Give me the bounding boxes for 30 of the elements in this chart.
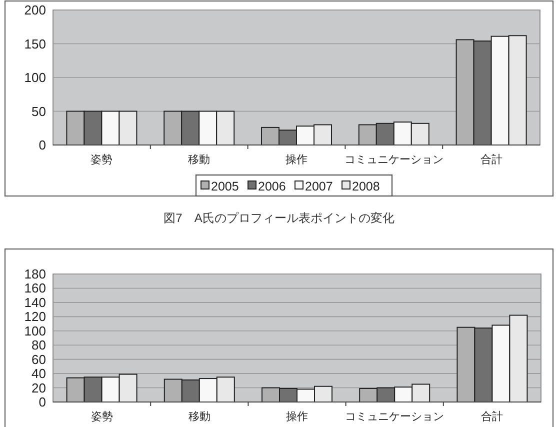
x-tick-label: 合計: [480, 153, 502, 166]
caption: 図7 A氏のプロフィール表ポイントの変化: [164, 211, 394, 225]
x-tick-label: 姿勢: [90, 410, 113, 423]
y-tick-label: 0: [38, 138, 46, 152]
y-tick-label: 180: [24, 266, 46, 282]
x-tick-label: 移動: [188, 154, 210, 166]
x-tick-label: 操作: [286, 154, 308, 166]
y-tick-label: 100: [24, 70, 46, 85]
y-tick-label: 60: [32, 352, 46, 367]
y-tick-label: 150: [24, 36, 46, 52]
x-tick-label: 操作: [286, 411, 308, 423]
y-tick-label: 40: [32, 366, 46, 382]
x-tick-label: 合計: [481, 410, 504, 423]
x-tick-label: 姿勢: [90, 153, 113, 166]
x-tick-label: 移動: [188, 411, 210, 423]
y-tick-label: 20: [32, 380, 46, 396]
y-tick-label: 200: [24, 2, 46, 18]
legend-label: 2008: [352, 180, 380, 194]
y-tick-label: 120: [24, 309, 46, 324]
y-tick-label: 160: [24, 280, 46, 296]
legend-label: 2006: [258, 180, 286, 194]
x-tick-label: コミュニケーション: [345, 411, 444, 423]
y-tick-label: 140: [24, 294, 46, 310]
x-tick-label: コミュニケーション: [344, 154, 444, 166]
legend-label: 2007: [305, 180, 333, 194]
y-tick-label: 0: [38, 394, 46, 410]
y-tick-label: 80: [32, 338, 46, 353]
y-tick-label: 50: [32, 104, 46, 119]
y-tick-label: 100: [24, 323, 46, 338]
legend-label: 2005: [211, 180, 239, 194]
